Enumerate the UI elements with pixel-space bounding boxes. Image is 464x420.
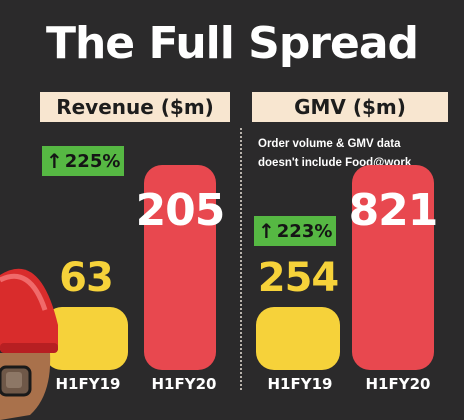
data-label-gmv-h1fy20: 821 (348, 185, 439, 236)
bar-gmv-h1fy20 (352, 165, 434, 370)
bar-revenue-h1fy20 (144, 165, 216, 370)
up-arrow-icon: ↑ (258, 219, 275, 243)
revenue-growth-badge: ↑ 225% (42, 146, 125, 176)
delivery-rider-helmet-icon (0, 268, 58, 420)
gmv-growth-value: 223% (276, 220, 333, 242)
category-label-gmv-h1fy20: H1FY20 (365, 375, 431, 393)
gmv-growth-badge: ↑ 223% (254, 216, 337, 246)
category-label-revenue-h1fy20: H1FY20 (151, 375, 217, 393)
up-arrow-icon: ↑ (46, 149, 63, 173)
revenue-growth-value: 225% (64, 150, 121, 172)
category-label-revenue-h1fy19: H1FY19 (55, 375, 121, 393)
panel-divider (240, 128, 242, 390)
bar-gmv-h1fy19 (256, 307, 340, 370)
category-label-gmv-h1fy19: H1FY19 (267, 375, 333, 393)
data-label-revenue-h1fy19: 63 (59, 255, 114, 301)
gmv-panel-header: GMV ($m) (252, 92, 448, 122)
revenue-panel-header: Revenue ($m) (40, 92, 230, 122)
chart-title: The Full Spread (45, 18, 419, 69)
data-label-revenue-h1fy20: 205 (135, 185, 226, 236)
data-label-gmv-h1fy19: 254 (257, 255, 340, 301)
